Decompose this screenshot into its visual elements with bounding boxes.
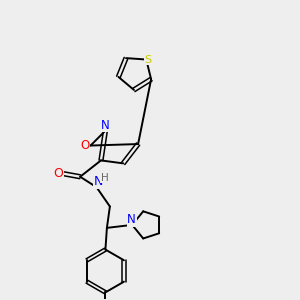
Text: N: N bbox=[127, 213, 136, 226]
Text: O: O bbox=[81, 139, 90, 152]
Text: N: N bbox=[101, 119, 110, 132]
Text: H: H bbox=[101, 172, 109, 183]
Text: S: S bbox=[144, 55, 151, 64]
Text: O: O bbox=[53, 167, 63, 180]
Text: N: N bbox=[93, 175, 103, 188]
